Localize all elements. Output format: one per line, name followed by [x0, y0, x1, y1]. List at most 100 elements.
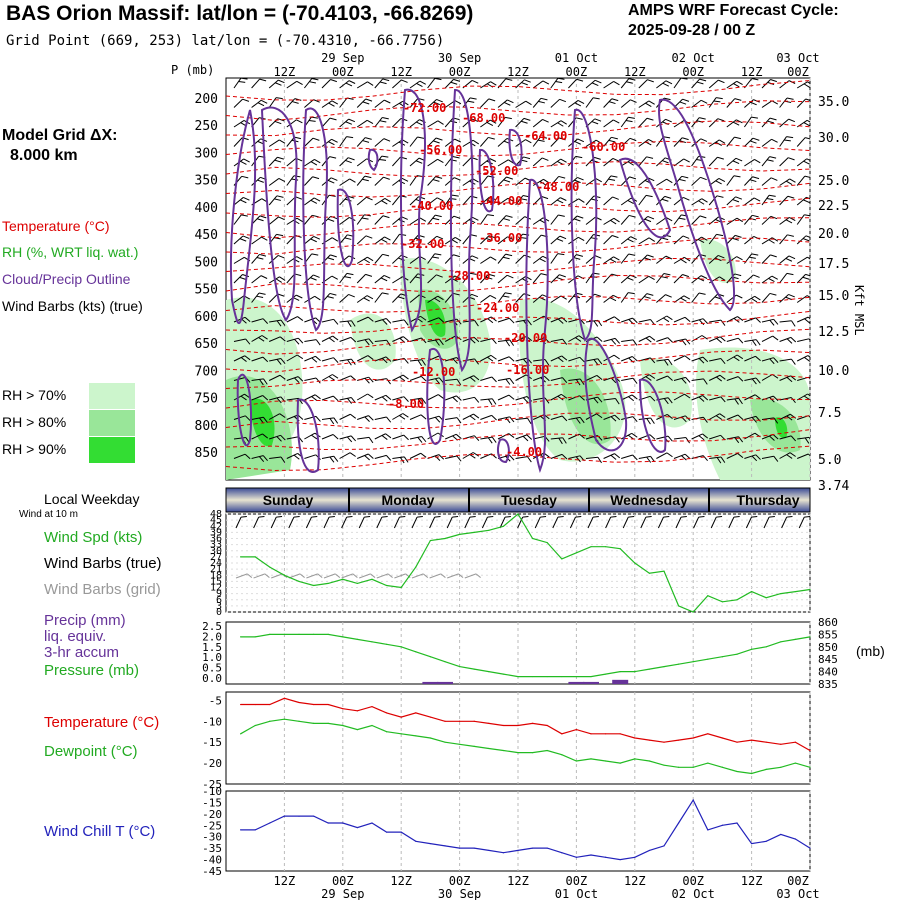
wind-barb-staff	[304, 197, 315, 206]
wind-barb-staff	[691, 236, 702, 245]
wind-barb-feather	[331, 275, 338, 280]
wind-barb-feather	[751, 516, 758, 518]
wind-barb-staff	[427, 274, 437, 284]
wind-barb-feather	[615, 436, 620, 443]
wind-barb-feather	[382, 117, 389, 120]
wind-barb-feather	[415, 198, 423, 203]
wind-barb-staff	[779, 255, 790, 264]
wind-barb	[726, 175, 741, 186]
wind-barb-feather	[490, 316, 497, 322]
wind-barb-staff	[409, 256, 421, 264]
wind-barb-staff	[359, 573, 371, 579]
wind-barb-staff	[462, 157, 472, 167]
wind-speed-line-point	[502, 525, 504, 527]
wind-barb	[779, 178, 796, 186]
wind-barb-feather	[345, 82, 353, 87]
wind-barb-feather	[327, 257, 335, 261]
wind-barb	[444, 78, 461, 89]
legend-rh80-swatch	[89, 410, 135, 436]
wind-barb-feather	[310, 277, 317, 281]
wind-barb-staff	[709, 434, 721, 440]
wind-barb-staff	[744, 339, 757, 342]
wind-barb-feather	[611, 235, 619, 239]
wind-chill-label: Wind Chill T (°C)	[44, 823, 156, 840]
wind-barb-staff	[233, 274, 243, 284]
wind-barb	[673, 393, 691, 401]
wind-barb-staff	[233, 393, 245, 401]
wind-barb-feather	[384, 99, 391, 104]
pressure-line	[240, 633, 811, 678]
wind-barb-staff	[550, 377, 563, 381]
wind-barb-feather	[701, 198, 708, 203]
bottom-hour-label: 00Z	[566, 874, 588, 888]
wind-barb	[779, 255, 796, 264]
wind-barb-feather	[487, 398, 493, 406]
temp-tick-label: -10	[202, 715, 222, 728]
wind-barb-feather	[629, 176, 637, 180]
wind-barb-staff	[691, 155, 700, 167]
wind-barb-staff	[356, 355, 369, 362]
wind-barb-feather	[750, 297, 758, 303]
wind-barb-feather	[435, 339, 440, 346]
cloud-precip-outlines	[230, 88, 736, 474]
wind-barb-staff	[638, 100, 650, 108]
wind-barb-staff	[286, 273, 296, 284]
wind-barb	[268, 195, 284, 206]
wind-barb-feather	[380, 277, 388, 282]
wind-barb-staff	[356, 98, 367, 108]
wind-barb-feather	[365, 273, 373, 277]
wind-barb-feather	[648, 275, 655, 281]
pressure-line-point	[502, 673, 504, 675]
wind-barb-feather	[421, 359, 426, 366]
wind-barb-staff	[761, 215, 772, 225]
wind-barb-feather	[420, 414, 427, 420]
wind-barb-feather	[365, 137, 372, 140]
wind-barb-feather	[631, 356, 638, 362]
wind-barb-feather	[611, 98, 619, 102]
wind-barb-feather	[453, 254, 460, 258]
wind-barb	[638, 275, 655, 284]
wind-barb	[480, 436, 497, 444]
wind-barb	[568, 416, 585, 424]
surface-wind-barb	[745, 516, 758, 529]
wind-barb	[321, 335, 339, 343]
wind-barb-staff	[761, 335, 773, 342]
wind-barb	[445, 395, 462, 403]
wind-barb-feather	[278, 178, 286, 182]
wind-barb-staff	[638, 275, 650, 284]
pressure-line-point	[532, 675, 534, 678]
kft-tick-label: 15.0	[818, 289, 849, 304]
wind-barb-feather	[348, 118, 356, 123]
wind-barb	[462, 97, 477, 108]
wind-barb-feather	[276, 320, 282, 327]
wind-barb-feather	[648, 100, 655, 105]
wind-barb	[357, 436, 374, 444]
wind-barb-feather	[614, 453, 621, 459]
wind-barb-staff	[585, 178, 597, 186]
wind-barb	[268, 216, 285, 225]
wind-barb-feather	[312, 176, 320, 180]
wind-barb-feather	[505, 116, 512, 120]
wind-barb-feather	[383, 176, 390, 180]
series-layer	[240, 513, 811, 861]
wind-barb-feather	[525, 139, 532, 144]
wind-barb-feather	[632, 454, 638, 461]
wind-barb-staff	[497, 317, 510, 323]
wind-barb-staff	[409, 119, 420, 128]
pressure-line-point	[298, 633, 300, 636]
wind-barb	[409, 375, 427, 382]
wind-barb-feather	[650, 357, 656, 364]
wind-barb-staff	[305, 516, 312, 529]
wind-barb-staff	[796, 158, 808, 167]
wind-barb-feather	[311, 434, 318, 440]
wind-barb-staff	[445, 395, 457, 401]
wind-barb-feather	[786, 136, 794, 139]
wind-barb-staff	[691, 433, 703, 440]
wind-barb	[726, 414, 744, 420]
wind-chill-line	[240, 798, 811, 861]
wind-barb-feather	[456, 378, 462, 386]
wind-speed-line-point	[721, 601, 724, 603]
wind-barb-feather	[311, 78, 319, 81]
wind-barb-staff	[409, 234, 419, 245]
wind-barb-feather	[314, 394, 321, 400]
